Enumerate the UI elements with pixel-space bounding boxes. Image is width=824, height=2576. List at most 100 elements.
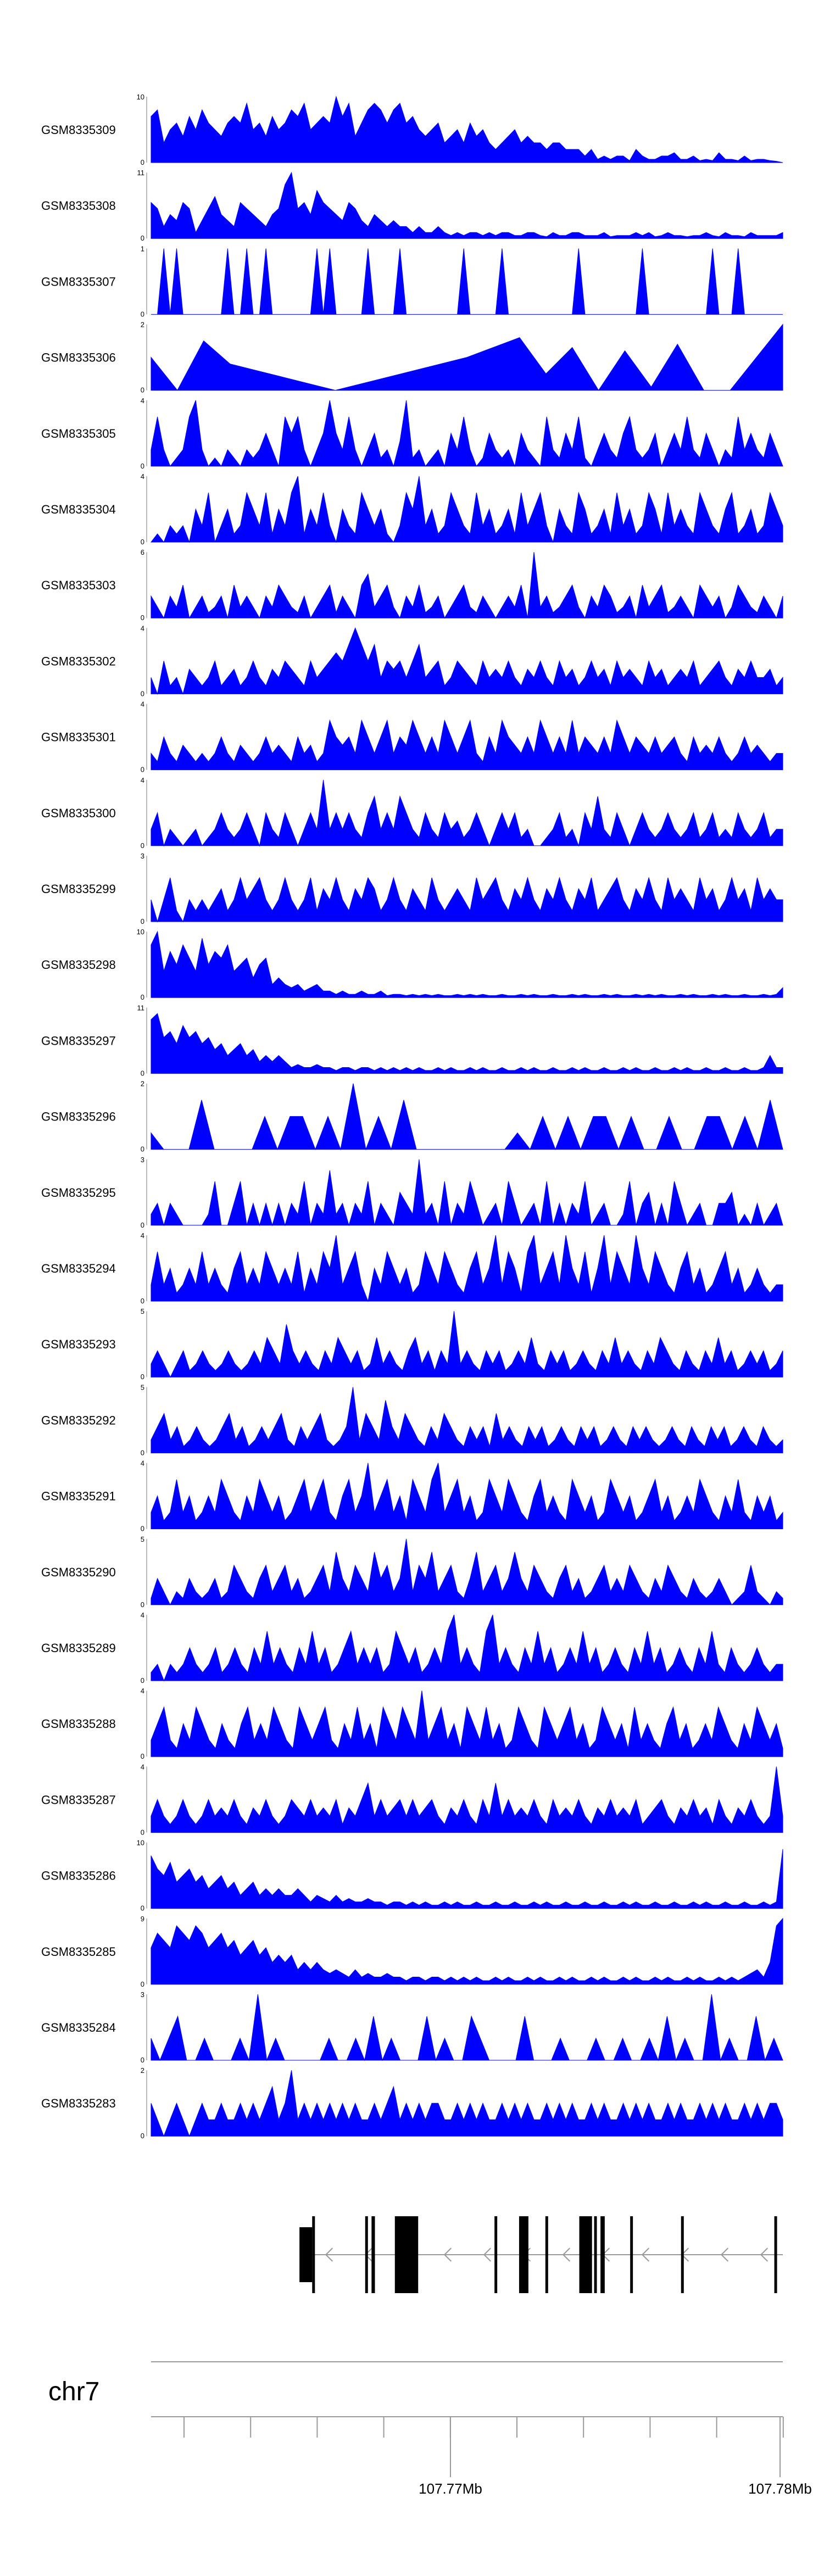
track-ymin-label: 0 (141, 1373, 144, 1381)
track-ymax-label: 9 (141, 1915, 144, 1923)
track-ymin-label: 0 (141, 462, 144, 470)
track-GSM8335304: GSM8335304 4 0 (41, 472, 783, 546)
track-label: GSM8335285 (41, 1945, 116, 1959)
track-ymin-label: 0 (141, 766, 144, 774)
strand-arrow (641, 2248, 649, 2262)
track-ymin-label: 0 (141, 1601, 144, 1609)
track-label: GSM8335289 (41, 1641, 116, 1655)
track-ymin-label: 0 (141, 1069, 144, 1077)
gene-exon (394, 2216, 419, 2293)
track-GSM8335302: GSM8335302 4 0 (41, 624, 783, 698)
track-GSM8335292: GSM8335292 5 0 (41, 1383, 783, 1457)
track-GSM8335284: GSM8335284 3 0 (41, 1990, 783, 2064)
track-GSM8335301: GSM8335301 4 0 (41, 700, 783, 774)
track-ymin-label: 0 (141, 1221, 144, 1229)
track-label: GSM8335286 (41, 1869, 116, 1883)
track-label: GSM8335306 (41, 351, 116, 365)
track-ymax-label: 5 (141, 1383, 144, 1391)
track-ymin-label: 0 (141, 689, 144, 698)
track-ymax-label: 4 (141, 1611, 144, 1619)
track-ymax-label: 2 (141, 2066, 144, 2075)
track-ymin-label: 0 (141, 993, 144, 1001)
track-label: GSM8335305 (41, 427, 116, 441)
coverage-area (151, 171, 783, 239)
track-GSM8335307: GSM8335307 1 0 (41, 244, 783, 318)
track-label: GSM8335293 (41, 1337, 116, 1351)
track-ymax-label: 10 (137, 928, 144, 936)
track-label: GSM8335294 (41, 1262, 116, 1275)
track-ymax-label: 4 (141, 472, 144, 481)
track-GSM8335285: GSM8335285 9 0 (41, 1915, 783, 1988)
track-ymax-label: 4 (141, 776, 144, 784)
coverage-area (151, 1538, 783, 1605)
coverage-area (151, 1849, 783, 1909)
track-ymin-label: 0 (141, 1676, 144, 1685)
track-ymin-label: 0 (141, 917, 144, 925)
coverage-area (151, 1083, 783, 1151)
track-label: GSM8335284 (41, 2021, 116, 2034)
coverage-area (151, 930, 783, 998)
track-GSM8335298: GSM8335298 10 0 (41, 928, 783, 1001)
track-label: GSM8335298 (41, 958, 116, 972)
track-label: GSM8335304 (41, 503, 116, 516)
track-ymax-label: 11 (137, 1003, 145, 1012)
track-ymax-label: 5 (141, 1307, 144, 1315)
track-ymin-label: 0 (141, 1980, 144, 1988)
gene-exon (371, 2216, 375, 2293)
coverage-area (151, 324, 783, 391)
track-ymax-label: 4 (141, 1231, 144, 1240)
track-GSM8335283: GSM8335283 2 0 (41, 2066, 783, 2140)
track-label: GSM8335303 (41, 578, 116, 592)
track-ymax-label: 2 (141, 1080, 144, 1088)
strand-arrow (562, 2248, 570, 2262)
track-ymax-label: 1 (141, 244, 144, 253)
track-label: GSM8335308 (41, 199, 116, 213)
track-label: GSM8335300 (41, 806, 116, 820)
gene-exon (594, 2216, 597, 2293)
strand-arrow (760, 2248, 768, 2262)
track-ymin-label: 0 (141, 538, 144, 546)
strand-arrow (443, 2248, 452, 2262)
strand-arrow (483, 2248, 491, 2262)
track-GSM8335287: GSM8335287 4 0 (41, 1763, 783, 1836)
coverage-area (151, 2070, 783, 2137)
gene-exon (545, 2216, 548, 2293)
coverage-area (151, 1463, 783, 1530)
coverage-area (150, 476, 783, 543)
track-label: GSM8335287 (41, 1793, 116, 1806)
strand-arrow (325, 2248, 333, 2262)
track-GSM8335308: GSM8335308 11 0 (41, 169, 783, 242)
track-label: GSM8335309 (41, 123, 116, 137)
gene-exon (774, 2216, 777, 2293)
coverage-area (151, 400, 783, 467)
track-ymin-label: 0 (141, 1448, 144, 1457)
track-ymax-label: 4 (141, 1459, 144, 1468)
coverage-area (151, 96, 783, 163)
coverage-area (151, 1013, 783, 1074)
axis-tick-label: 107.77Mb (419, 2480, 482, 2497)
track-ymin-label: 0 (141, 1145, 144, 1153)
track-GSM8335288: GSM8335288 4 0 (41, 1687, 783, 1760)
coverage-area (151, 1917, 783, 1985)
track-GSM8335303: GSM8335303 6 0 (41, 548, 783, 622)
coverage-area (151, 552, 783, 619)
track-GSM8335296: GSM8335296 2 0 (41, 1080, 783, 1153)
track-ymax-label: 3 (141, 1156, 144, 1164)
track-GSM8335290: GSM8335290 5 0 (41, 1535, 783, 1609)
track-label: GSM8335283 (41, 2097, 116, 2110)
gene-exon (299, 2227, 313, 2282)
axis-tick-label: 107.78Mb (748, 2480, 812, 2497)
track-ymax-label: 4 (141, 1763, 144, 1771)
track-GSM8335297: GSM8335297 11 0 (41, 1003, 783, 1077)
coverage-area (151, 1994, 783, 2061)
track-ymax-label: 5 (141, 1535, 144, 1543)
track-ymin-label: 0 (141, 1752, 144, 1760)
track-ymax-label: 11 (137, 169, 145, 177)
track-ymax-label: 4 (141, 624, 144, 632)
gene-exon (630, 2216, 633, 2293)
track-ymin-label: 0 (141, 1904, 144, 1913)
track-ymin-label: 0 (141, 310, 144, 318)
track-label: GSM8335307 (41, 275, 116, 288)
gene-exon (600, 2216, 605, 2293)
